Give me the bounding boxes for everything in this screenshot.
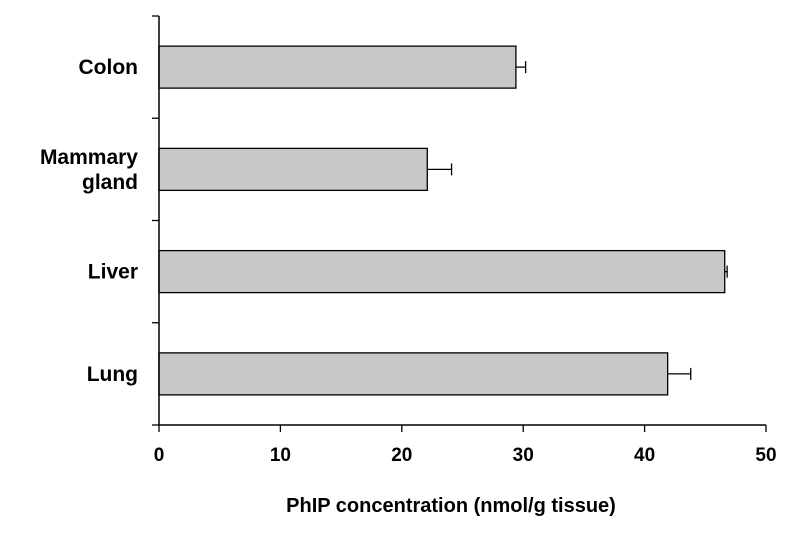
bar-lung [158, 352, 669, 396]
bar-liver [158, 249, 726, 294]
x-tick-label: 0 [154, 445, 165, 466]
bars-layer [158, 45, 728, 396]
category-label-lung: Lung [87, 363, 138, 386]
x-tick-label: 20 [391, 445, 412, 466]
bar-mammary-gland [158, 147, 428, 192]
x-tick-label: 30 [513, 445, 534, 466]
bar-colon [158, 45, 517, 89]
x-axis-title: PhIP concentration (nmol/g tissue) [286, 495, 616, 517]
x-tick-label: 50 [755, 445, 776, 466]
category-label-mammary-gland: Mammary gland [40, 146, 138, 194]
labels-layer: Colon Mammary gland Liver Lung 0 10 20 30 40 50 [40, 56, 777, 466]
x-tick-label: 10 [270, 445, 291, 466]
category-label-colon: Colon [79, 56, 138, 79]
axes-layer [152, 15, 767, 432]
x-tick-label: 40 [634, 445, 655, 466]
category-label-liver: Liver [88, 261, 138, 284]
